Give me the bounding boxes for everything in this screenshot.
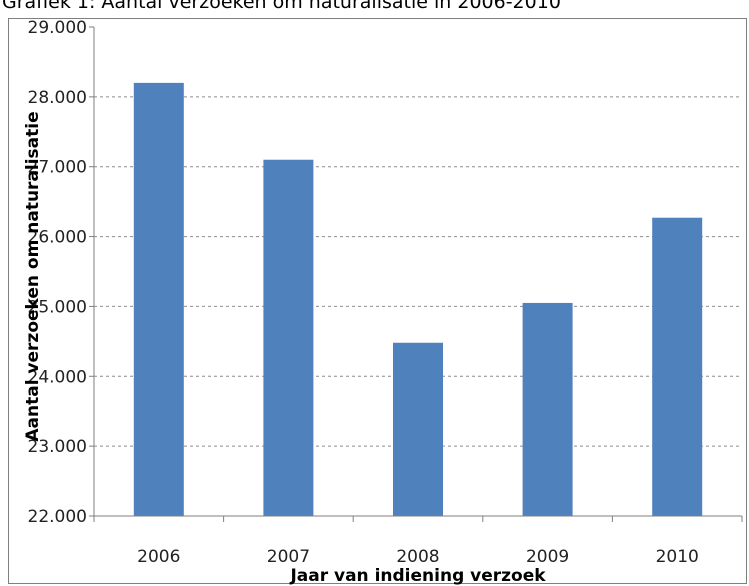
x-tick-label: 2010 bbox=[656, 547, 699, 567]
bars bbox=[133, 82, 703, 516]
x-tick-label: 2009 bbox=[526, 547, 569, 567]
y-axis-title: Aantal verzoeken om naturalisatie bbox=[23, 111, 43, 441]
bar-2010 bbox=[652, 217, 703, 516]
axes bbox=[89, 26, 743, 522]
y-tick-label: 27.000 bbox=[28, 158, 87, 178]
bar-2009 bbox=[522, 302, 573, 516]
y-tick-label: 26.000 bbox=[28, 228, 87, 248]
y-tick-label: 28.000 bbox=[28, 88, 87, 108]
y-tick-label: 23.000 bbox=[28, 437, 87, 457]
y-tick-label: 29.000 bbox=[28, 18, 87, 38]
bar-2008 bbox=[393, 342, 443, 516]
bar-2007 bbox=[263, 159, 314, 516]
x-tick-label: 2007 bbox=[267, 547, 310, 567]
chart-frame bbox=[8, 18, 747, 584]
x-tick-labels: 2006 2007 2008 2009 2010 bbox=[137, 547, 699, 567]
x-tick-label: 2006 bbox=[137, 547, 180, 567]
chart-title: Grafiek 1: Aantal verzoeken om naturalis… bbox=[2, 0, 561, 13]
x-tick-label: 2008 bbox=[396, 547, 439, 567]
y-tick-label: 22.000 bbox=[28, 507, 87, 527]
y-tick-label: 25.000 bbox=[28, 297, 87, 317]
x-axis-title: Jaar van indiening verzoek bbox=[289, 566, 546, 586]
bar-2006 bbox=[133, 82, 184, 516]
y-tick-label: 24.000 bbox=[28, 367, 87, 387]
y-tick-labels: 22.000 23.000 24.000 25.000 26.000 27.000 28.0… bbox=[28, 18, 87, 527]
